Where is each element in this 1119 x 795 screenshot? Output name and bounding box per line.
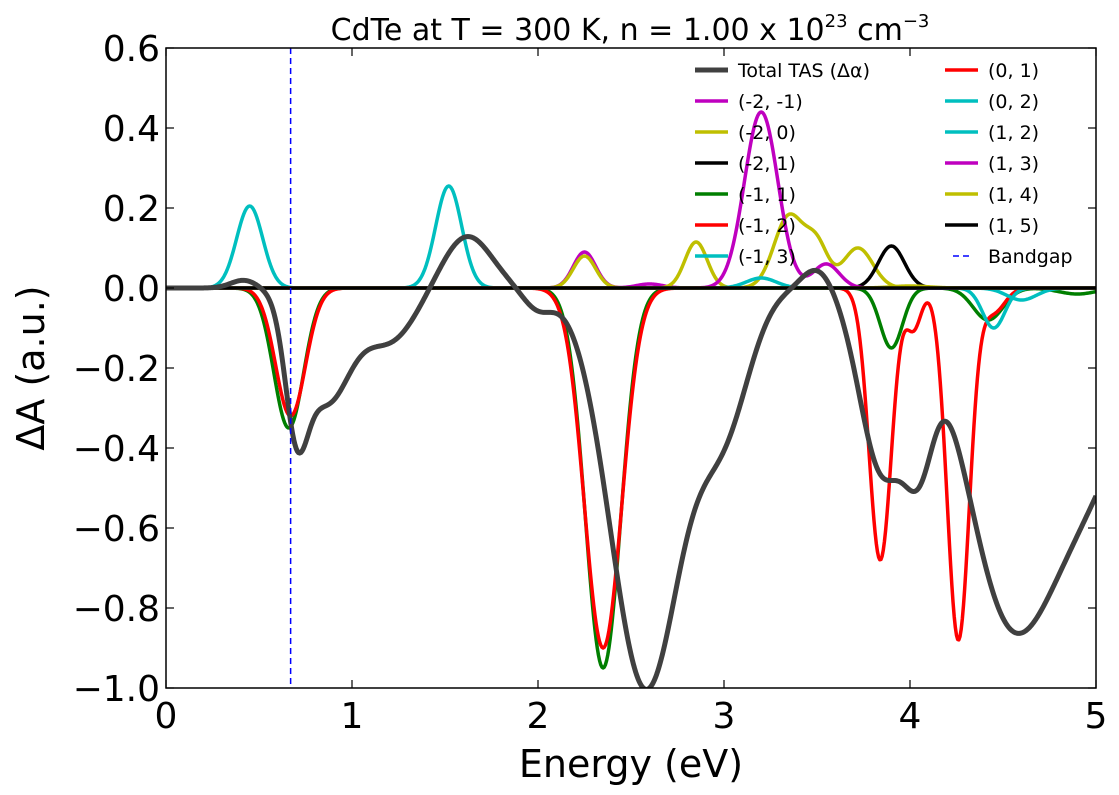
x-tick-label: 1 (341, 696, 364, 737)
x-tick-label: 3 (713, 696, 736, 737)
legend-label: (-1, 3) (738, 246, 796, 268)
legend-label: (1, 2) (988, 122, 1039, 144)
y-tick-label: 0.2 (103, 189, 160, 230)
x-tick-label: 4 (899, 696, 922, 737)
title-main: CdTe at T = 300 K, n = 1.00 x 10 (331, 13, 825, 48)
axis-ticks: 0 1 2 3 4 5 −1.0 −0.8 −0.6 −0.4 −0.2 0.0 0.2 0.4 0.6 (73, 29, 1108, 737)
series-line-8 (166, 286, 1096, 330)
series-line-1 (166, 250, 1096, 290)
y-tick-label: 0.4 (103, 109, 160, 150)
y-tick-label: 0.6 (103, 29, 160, 70)
series-line-0 (166, 234, 1096, 688)
legend-label: (1, 4) (988, 184, 1039, 206)
legend: Total TAS (Δα) (-2, -1) (-2, 0) (-2, 1) (-1,… (695, 60, 1073, 268)
legend-label: (-2, -1) (738, 91, 803, 113)
y-tick-label: −0.8 (73, 589, 160, 630)
legend-label: Bandgap (988, 246, 1073, 268)
legend-label: (-2, 1) (738, 153, 796, 175)
x-axis-label: Energy (eV) (519, 742, 743, 786)
title-unit-exponent: −3 (903, 11, 930, 32)
legend-label: (0, 2) (988, 91, 1039, 113)
legend-label: (-1, 2) (738, 215, 796, 237)
title-exponent: 23 (825, 11, 848, 32)
y-tick-label: −0.2 (73, 349, 160, 390)
y-tick-label: −1.0 (73, 669, 160, 710)
chart-title: CdTe at T = 300 K, n = 1.00 x 1023 cm−3 (331, 11, 930, 48)
series-line-3 (166, 244, 1096, 290)
title-unit: cm (857, 13, 903, 48)
plot-area (166, 48, 1096, 688)
series-line-7 (166, 286, 1096, 642)
x-tick-label: 5 (1085, 696, 1108, 737)
legend-label: (1, 3) (988, 153, 1039, 175)
legend-label: (0, 1) (988, 60, 1039, 82)
legend-label: (1, 5) (988, 215, 1039, 237)
y-tick-label: 0.0 (103, 269, 160, 310)
series-line-6 (166, 184, 1096, 290)
legend-label: Total TAS (Δα) (737, 60, 870, 82)
x-tick-label: 2 (527, 696, 550, 737)
legend-label: (-1, 1) (738, 184, 796, 206)
y-axis-label: ΔA (a.u.) (9, 285, 53, 450)
series-line-5 (166, 286, 1096, 650)
y-tick-label: −0.6 (73, 509, 160, 550)
series-line-4 (166, 286, 1096, 670)
x-tick-label: 0 (155, 696, 178, 737)
legend-label: (-2, 0) (738, 122, 796, 144)
y-tick-label: −0.4 (73, 429, 160, 470)
series-line-10 (166, 110, 1096, 290)
